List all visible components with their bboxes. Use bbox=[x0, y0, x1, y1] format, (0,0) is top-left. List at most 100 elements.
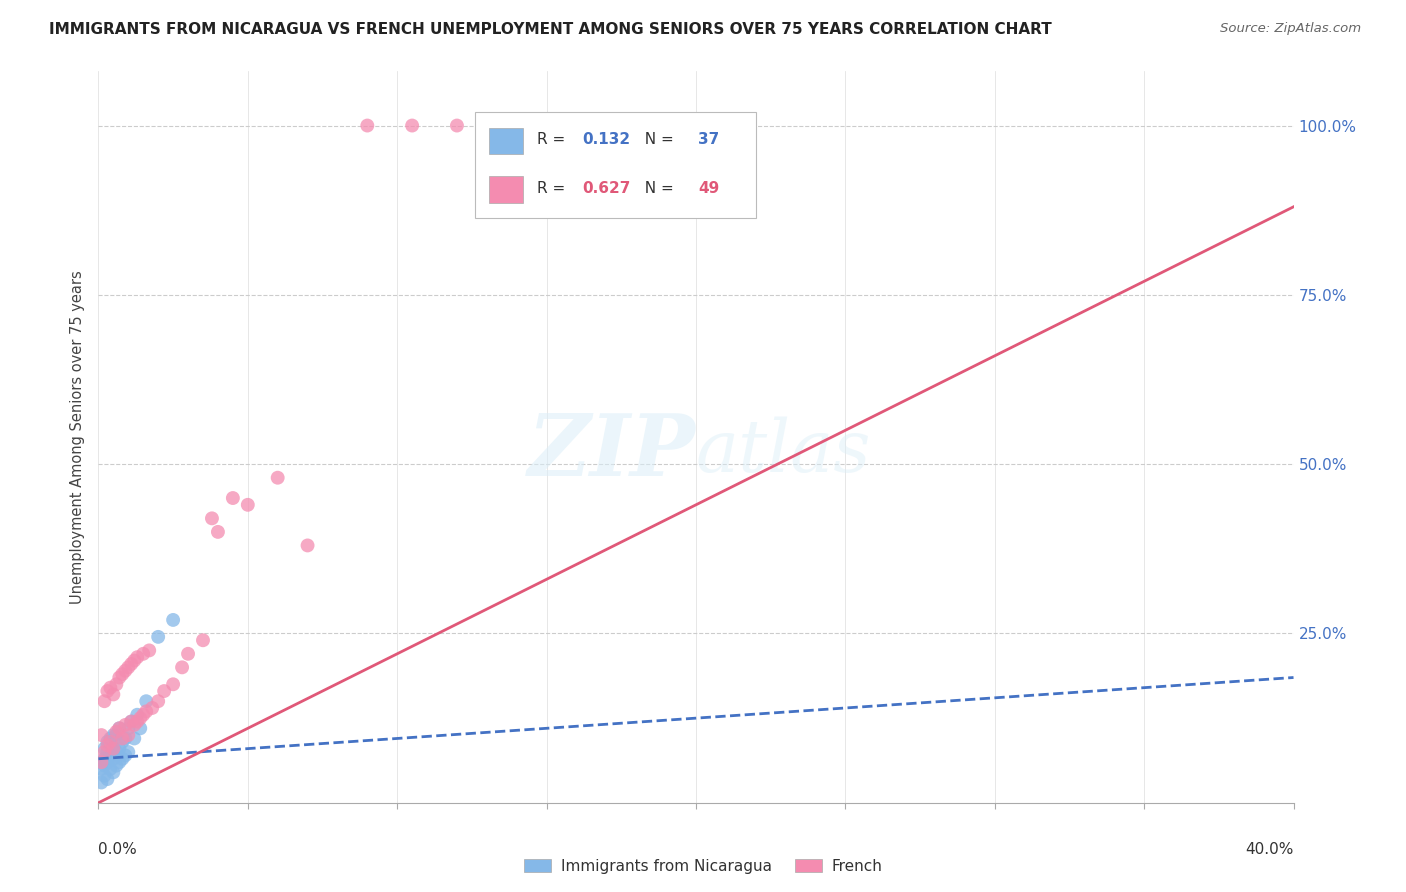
Point bbox=[98, 762, 122, 776]
Point bbox=[96, 772, 118, 786]
Point bbox=[127, 650, 149, 665]
Text: Source: ZipAtlas.com: Source: ZipAtlas.com bbox=[1220, 22, 1361, 36]
Point bbox=[105, 758, 128, 772]
Point bbox=[124, 654, 146, 668]
Text: 40.0%: 40.0% bbox=[1246, 842, 1294, 856]
FancyBboxPatch shape bbox=[489, 128, 523, 154]
Point bbox=[96, 755, 118, 769]
Legend: Immigrants from Nicaragua, French: Immigrants from Nicaragua, French bbox=[517, 853, 889, 880]
Point bbox=[117, 728, 139, 742]
FancyBboxPatch shape bbox=[489, 177, 523, 203]
Point bbox=[103, 765, 125, 780]
Point bbox=[90, 762, 112, 776]
Point bbox=[401, 119, 423, 133]
Text: 49: 49 bbox=[699, 181, 720, 196]
FancyBboxPatch shape bbox=[475, 112, 756, 218]
Point bbox=[148, 630, 170, 644]
Point bbox=[162, 613, 184, 627]
Point bbox=[177, 647, 200, 661]
Point bbox=[135, 694, 157, 708]
Point bbox=[129, 711, 152, 725]
Point bbox=[117, 660, 139, 674]
Point bbox=[491, 119, 513, 133]
Text: N =: N = bbox=[636, 181, 679, 196]
Point bbox=[550, 119, 572, 133]
Point bbox=[98, 735, 122, 749]
Point bbox=[108, 671, 131, 685]
Point bbox=[127, 707, 149, 722]
Point bbox=[111, 752, 134, 766]
Point bbox=[120, 657, 142, 671]
Point bbox=[127, 714, 149, 729]
Point bbox=[108, 755, 131, 769]
Point bbox=[297, 538, 319, 552]
Point bbox=[267, 471, 290, 485]
Point bbox=[90, 755, 112, 769]
Point bbox=[356, 119, 378, 133]
Point bbox=[108, 721, 131, 735]
Point bbox=[93, 758, 115, 772]
Point bbox=[93, 752, 115, 766]
Point bbox=[207, 524, 229, 539]
Point bbox=[111, 731, 134, 746]
Text: ZIP: ZIP bbox=[529, 410, 696, 493]
Point bbox=[103, 741, 125, 756]
Point bbox=[124, 718, 146, 732]
Point bbox=[162, 677, 184, 691]
Point bbox=[132, 707, 155, 722]
Point bbox=[93, 694, 115, 708]
Point bbox=[90, 728, 112, 742]
Point bbox=[114, 664, 136, 678]
Point bbox=[236, 498, 259, 512]
Point bbox=[105, 724, 128, 739]
Point bbox=[114, 731, 136, 746]
Point bbox=[90, 755, 112, 769]
Y-axis label: Unemployment Among Seniors over 75 years: Unemployment Among Seniors over 75 years bbox=[70, 270, 86, 604]
Point bbox=[108, 741, 131, 756]
Point bbox=[96, 735, 118, 749]
Point bbox=[111, 735, 134, 749]
Text: R =: R = bbox=[537, 132, 571, 147]
Point bbox=[132, 647, 155, 661]
Point bbox=[120, 714, 142, 729]
Point bbox=[105, 728, 128, 742]
Text: R =: R = bbox=[537, 181, 571, 196]
Point bbox=[114, 718, 136, 732]
Point bbox=[148, 694, 170, 708]
Point bbox=[96, 745, 118, 759]
Text: IMMIGRANTS FROM NICARAGUA VS FRENCH UNEMPLOYMENT AMONG SENIORS OVER 75 YEARS COR: IMMIGRANTS FROM NICARAGUA VS FRENCH UNEM… bbox=[49, 22, 1052, 37]
Point bbox=[120, 714, 142, 729]
Point bbox=[96, 684, 118, 698]
Point bbox=[93, 741, 115, 756]
Point bbox=[90, 775, 112, 789]
Text: 0.132: 0.132 bbox=[582, 132, 630, 147]
Point bbox=[172, 660, 194, 674]
Point bbox=[141, 701, 163, 715]
Point bbox=[98, 731, 122, 746]
Point bbox=[129, 721, 152, 735]
Point bbox=[105, 745, 128, 759]
Point bbox=[124, 731, 146, 746]
Point bbox=[446, 119, 468, 133]
Text: 0.0%: 0.0% bbox=[98, 842, 138, 856]
Point bbox=[135, 705, 157, 719]
Point bbox=[191, 633, 214, 648]
Text: atlas: atlas bbox=[696, 417, 872, 487]
Point bbox=[117, 721, 139, 735]
Point bbox=[138, 643, 160, 657]
Point bbox=[96, 738, 118, 752]
Text: N =: N = bbox=[636, 132, 679, 147]
Point bbox=[114, 748, 136, 763]
Point bbox=[103, 741, 125, 756]
Point bbox=[105, 677, 128, 691]
Text: 0.627: 0.627 bbox=[582, 181, 631, 196]
Point bbox=[98, 681, 122, 695]
Point bbox=[108, 721, 131, 735]
Point bbox=[153, 684, 176, 698]
Point bbox=[98, 748, 122, 763]
Text: 37: 37 bbox=[699, 132, 720, 147]
Point bbox=[93, 745, 115, 759]
Point bbox=[117, 745, 139, 759]
Point bbox=[201, 511, 224, 525]
Point bbox=[111, 667, 134, 681]
